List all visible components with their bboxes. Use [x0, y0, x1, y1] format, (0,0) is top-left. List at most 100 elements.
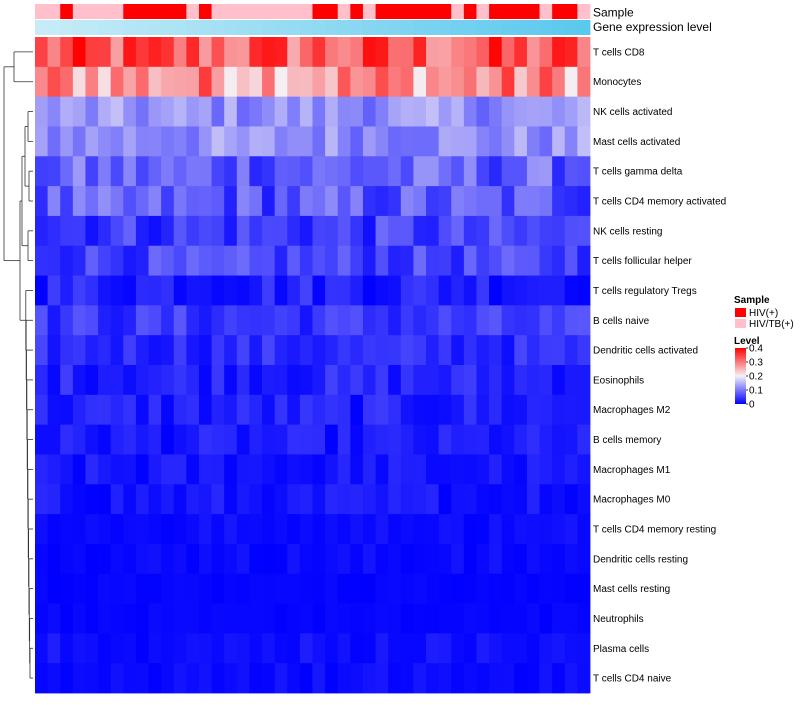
heatmap-cell — [400, 126, 414, 157]
heatmap-cell — [337, 663, 351, 694]
heatmap-cell — [98, 573, 112, 604]
heatmap-cell — [299, 305, 313, 336]
heatmap-cell — [186, 394, 200, 426]
heatmap-cell — [173, 663, 187, 694]
heatmap-cell — [476, 603, 490, 634]
sample-annotation-cell — [161, 4, 175, 19]
heatmap-cell — [35, 186, 49, 217]
heatmap-cell — [501, 37, 515, 68]
heatmap-cell — [47, 275, 61, 306]
heatmap-cell — [489, 245, 503, 276]
heatmap-cell — [60, 66, 74, 98]
heatmap-cell — [312, 573, 326, 604]
heatmap-cell — [274, 454, 288, 485]
heatmap-cell — [135, 603, 149, 634]
heatmap-cell — [161, 275, 175, 306]
heatmap-cell — [135, 245, 149, 276]
heatmap-cell — [539, 275, 553, 306]
heatmap-cell — [463, 424, 477, 455]
heatmap-cell — [337, 66, 351, 98]
row-dendrogram — [3, 51, 33, 679]
heatmap-cell — [337, 543, 351, 575]
heatmap-cell — [148, 484, 162, 515]
heatmap-cell — [564, 335, 578, 366]
heatmap-cell — [274, 365, 288, 396]
sample-annotation-cell — [173, 4, 187, 19]
heatmap-cell — [413, 484, 427, 515]
heatmap-cell — [438, 633, 452, 664]
heatmap-cell — [489, 514, 503, 545]
heatmap-cell — [350, 186, 364, 217]
heatmap-cell — [299, 215, 313, 247]
heatmap-cell — [123, 365, 137, 396]
heatmap-cell — [85, 275, 99, 306]
row-label: Plasma cells — [593, 644, 649, 655]
heatmap-cell — [526, 66, 540, 98]
heatmap-cell — [236, 424, 250, 455]
heatmap-cell — [274, 215, 288, 247]
gene-expression-cell — [186, 20, 200, 35]
heatmap-cell — [262, 543, 276, 575]
heatmap-cell — [262, 424, 276, 455]
heatmap-cell — [262, 573, 276, 604]
heatmap-cell — [413, 663, 427, 694]
heatmap-cell — [224, 394, 238, 426]
heatmap-cell — [350, 66, 364, 98]
row-label: T cells CD8 — [593, 47, 645, 58]
heatmap-cell — [451, 454, 465, 485]
heatmap-cell — [236, 156, 250, 187]
heatmap-cell — [501, 215, 515, 247]
sample-annotation-cell — [476, 4, 490, 19]
heatmap-cell — [287, 514, 301, 545]
heatmap-cell — [476, 573, 490, 604]
heatmap-cell — [249, 484, 263, 515]
heatmap-cell — [72, 514, 86, 545]
heatmap-cell — [350, 275, 364, 306]
heatmap-cell — [173, 484, 187, 515]
heatmap-cell — [299, 275, 313, 306]
heatmap-cell — [337, 454, 351, 485]
heatmap-cell — [564, 37, 578, 68]
heatmap-cell — [312, 633, 326, 664]
heatmap-cell — [110, 215, 124, 247]
heatmap-cell — [123, 424, 137, 455]
heatmap-cell — [463, 484, 477, 515]
heatmap-cell — [186, 454, 200, 485]
heatmap-cell — [501, 335, 515, 366]
heatmap-cell — [539, 335, 553, 366]
heatmap-cell — [249, 514, 263, 545]
heatmap-cell — [337, 603, 351, 634]
heatmap-cell — [539, 603, 553, 634]
legend-level-colorbar — [735, 348, 746, 404]
heatmap-cell — [224, 96, 238, 127]
heatmap-cell — [564, 215, 578, 247]
heatmap-cell — [438, 394, 452, 426]
heatmap-cell — [110, 305, 124, 336]
heatmap-cell — [299, 573, 313, 604]
heatmap-cell — [123, 484, 137, 515]
heatmap-cell — [110, 186, 124, 217]
heatmap-cell — [299, 245, 313, 276]
heatmap-cell — [463, 603, 477, 634]
heatmap-cell — [463, 275, 477, 306]
heatmap-cell — [350, 633, 364, 664]
heatmap-cell — [375, 573, 389, 604]
heatmap-cell — [438, 275, 452, 306]
heatmap-cell — [451, 573, 465, 604]
heatmap-cell — [35, 454, 49, 485]
heatmap-cell — [413, 156, 427, 187]
heatmap-cell — [489, 663, 503, 694]
heatmap-cell — [85, 484, 99, 515]
heatmap-cell — [161, 66, 175, 98]
heatmap-cell — [564, 96, 578, 127]
heatmap-cell — [299, 543, 313, 575]
gene-expression-cell — [426, 20, 440, 35]
heatmap-cell — [249, 335, 263, 366]
heatmap-cell — [249, 37, 263, 68]
heatmap-cell — [501, 126, 515, 157]
heatmap-cell — [224, 603, 238, 634]
heatmap-cell — [325, 603, 339, 634]
heatmap-cell — [186, 156, 200, 187]
heatmap-cell — [224, 484, 238, 515]
sample-annotation-cell — [135, 4, 149, 19]
